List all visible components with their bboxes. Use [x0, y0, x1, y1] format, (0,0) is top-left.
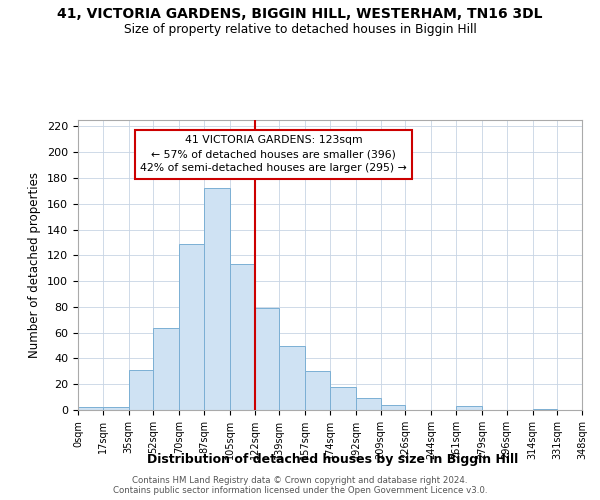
Text: Contains HM Land Registry data © Crown copyright and database right 2024.: Contains HM Land Registry data © Crown c… [132, 476, 468, 485]
Bar [154, 328, 179, 410]
Text: 41 VICTORIA GARDENS: 123sqm
← 57% of detached houses are smaller (396)
42% of se: 41 VICTORIA GARDENS: 123sqm ← 57% of det… [140, 136, 407, 173]
Bar [179, 244, 204, 410]
Bar [305, 372, 330, 410]
Bar [330, 387, 356, 410]
Bar [380, 405, 406, 410]
Bar [280, 346, 305, 410]
Bar [533, 408, 557, 410]
Bar [230, 264, 254, 410]
Bar [356, 398, 380, 410]
Text: Distribution of detached houses by size in Biggin Hill: Distribution of detached houses by size … [148, 452, 518, 466]
Text: Size of property relative to detached houses in Biggin Hill: Size of property relative to detached ho… [124, 22, 476, 36]
Bar [456, 406, 482, 410]
Y-axis label: Number of detached properties: Number of detached properties [28, 172, 41, 358]
Text: 41, VICTORIA GARDENS, BIGGIN HILL, WESTERHAM, TN16 3DL: 41, VICTORIA GARDENS, BIGGIN HILL, WESTE… [57, 8, 543, 22]
Bar [254, 308, 280, 410]
Bar [204, 188, 230, 410]
Bar [103, 408, 128, 410]
Bar [78, 408, 103, 410]
Text: Contains public sector information licensed under the Open Government Licence v3: Contains public sector information licen… [113, 486, 487, 495]
Bar [128, 370, 154, 410]
